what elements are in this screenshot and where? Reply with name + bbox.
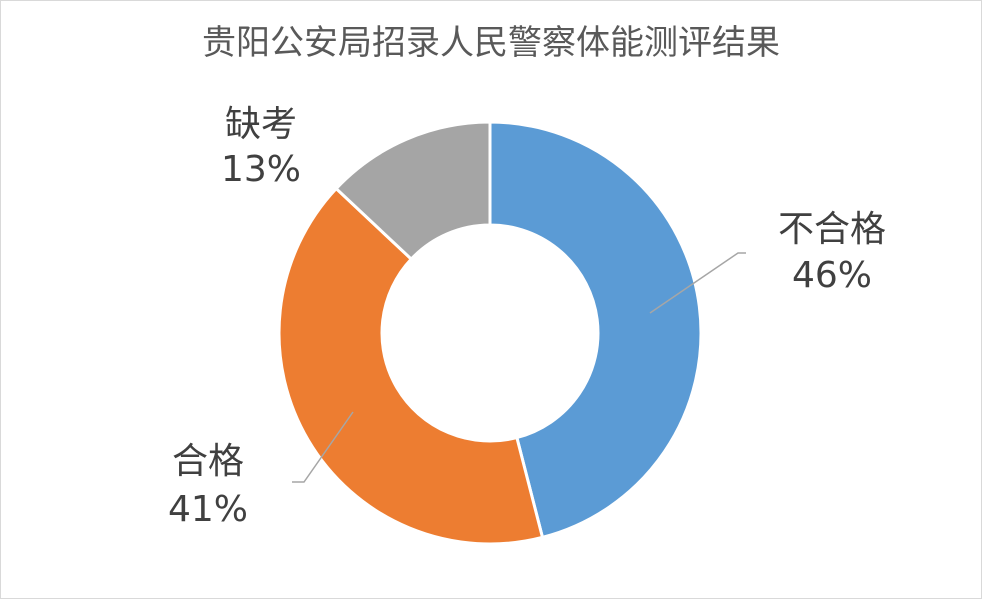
label-value-hege: 41% [168, 489, 248, 530]
donut-slice-0 [488, 120, 703, 540]
label-name-hege: 合格 [172, 441, 244, 482]
label-name-bugege: 不合格 [778, 209, 886, 250]
donut-slice-2 [334, 120, 492, 262]
leader-line-1 [292, 411, 354, 483]
donut-slices [277, 120, 703, 546]
leader-line-0 [649, 252, 746, 314]
donut-slice-1 [277, 186, 545, 546]
chart-title: 贵阳公安局招录人民警察体能测评结果 [202, 23, 780, 63]
label-value-bugege: 46% [792, 255, 872, 296]
leader-lines [292, 252, 746, 483]
label-name-quekao: 缺考 [225, 104, 297, 145]
label-value-quekao: 13% [221, 149, 301, 190]
